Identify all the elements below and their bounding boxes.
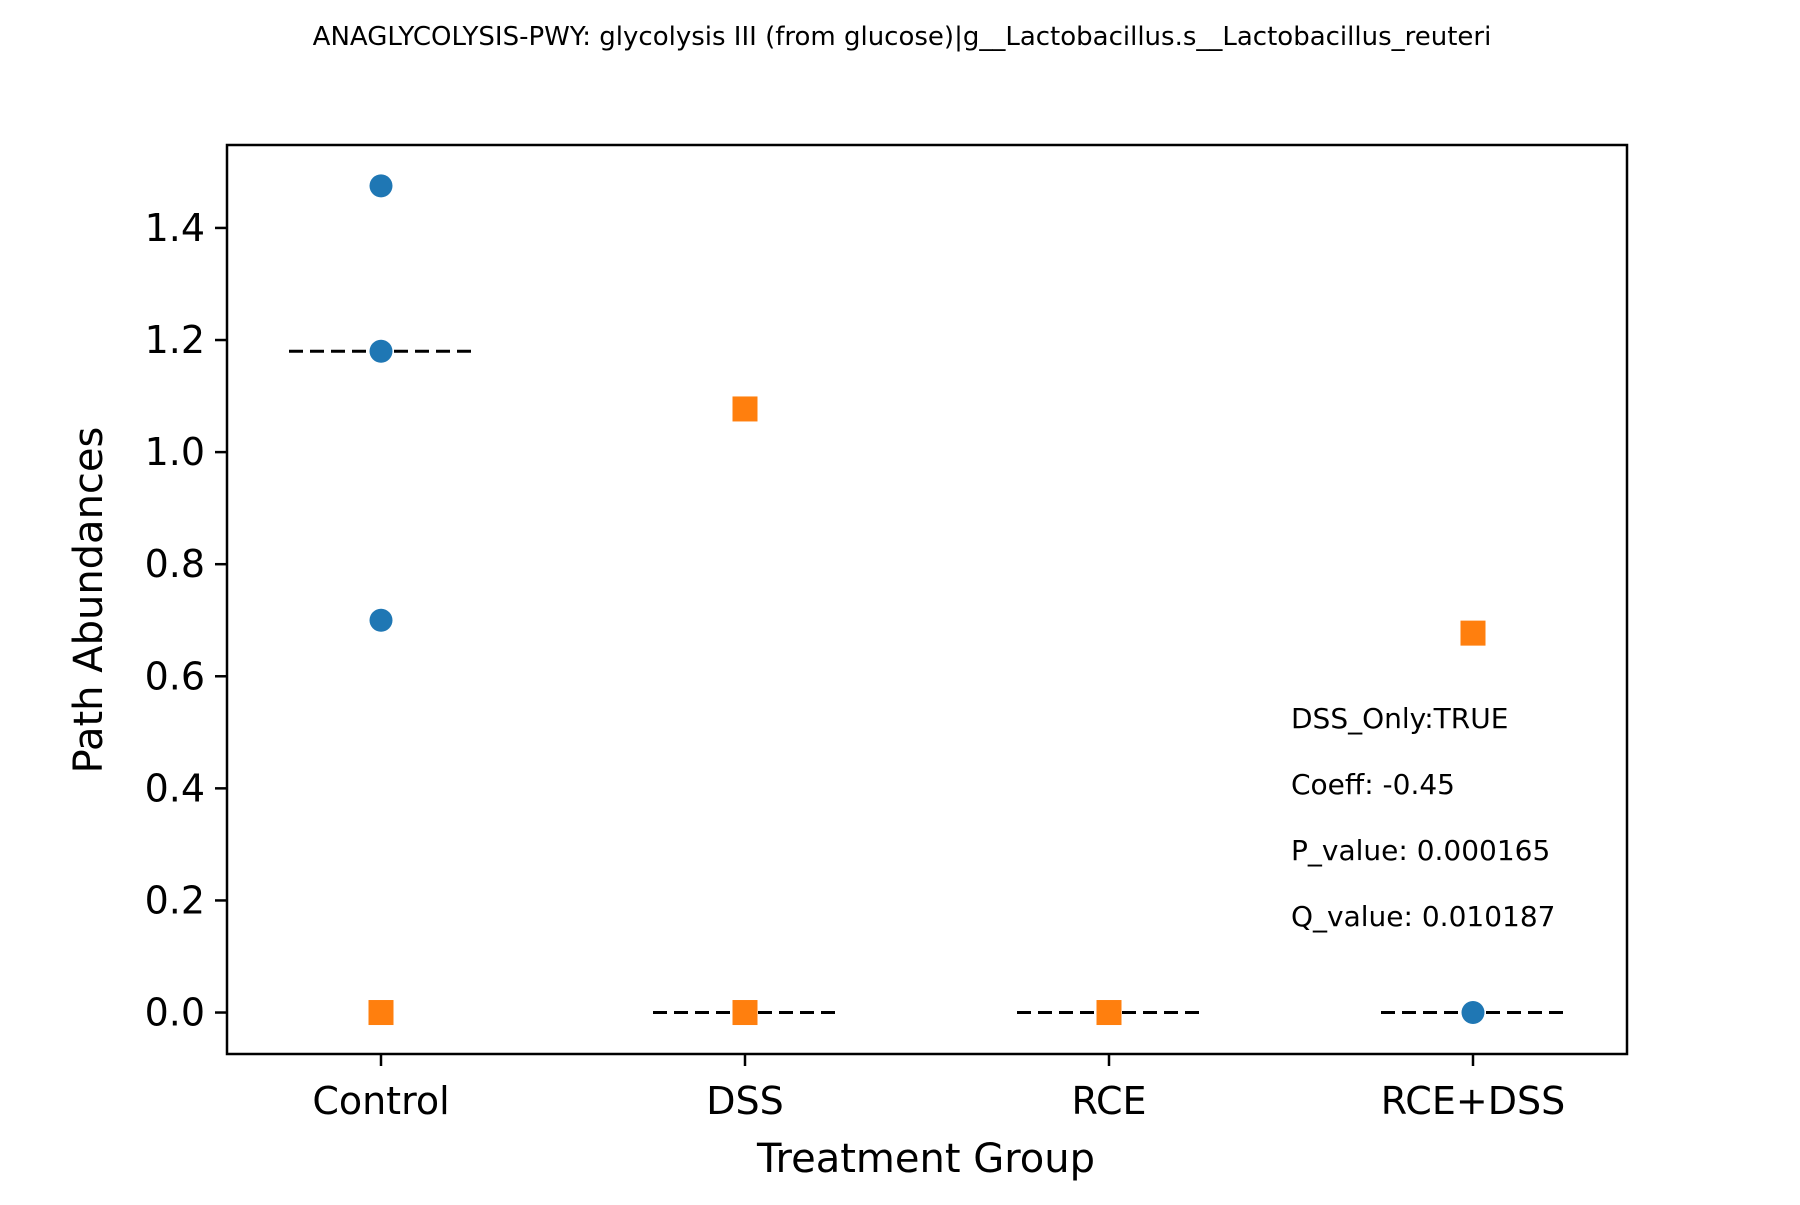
data-point-square (732, 396, 758, 422)
chart-title: ANAGLYCOLYSIS-PWY: glycolysis III (from … (313, 22, 1492, 52)
stat-annotation: Q_value: 0.010187 (1291, 900, 1555, 933)
stat-annotation: P_value: 0.000165 (1291, 834, 1550, 867)
y-tick-label: 0.2 (145, 878, 205, 922)
data-point-square (1096, 1000, 1122, 1026)
data-point-square (1460, 620, 1486, 646)
y-tick-label: 1.4 (145, 206, 205, 250)
y-tick-label: 1.0 (145, 430, 205, 474)
data-point-square (368, 1000, 394, 1026)
y-tick-label: 1.2 (145, 318, 205, 362)
y-tick-label: 0.4 (145, 766, 205, 810)
x-tick-label: Control (312, 1079, 449, 1123)
y-tick-label: 0.8 (145, 542, 205, 586)
y-axis-label: Path Abundances (66, 427, 112, 774)
data-point-circle (369, 339, 393, 363)
x-tick-label: RCE (1071, 1079, 1146, 1123)
plot-frame (225, 143, 1629, 1056)
data-point-circle (369, 608, 393, 632)
data-point-circle (1461, 1001, 1485, 1025)
x-tick-label: RCE+DSS (1381, 1079, 1565, 1123)
plot-area (289, 174, 1565, 1026)
stat-annotation: Coeff: -0.45 (1291, 768, 1455, 801)
data-point-square (732, 1000, 758, 1026)
y-tick-label: 0.0 (145, 991, 205, 1035)
y-tick-label: 0.6 (145, 654, 205, 698)
data-point-circle (369, 174, 393, 198)
stat-annotation: DSS_Only:TRUE (1291, 702, 1508, 735)
x-axis-label: Treatment Group (756, 1136, 1095, 1182)
x-tick-label: DSS (706, 1079, 784, 1123)
